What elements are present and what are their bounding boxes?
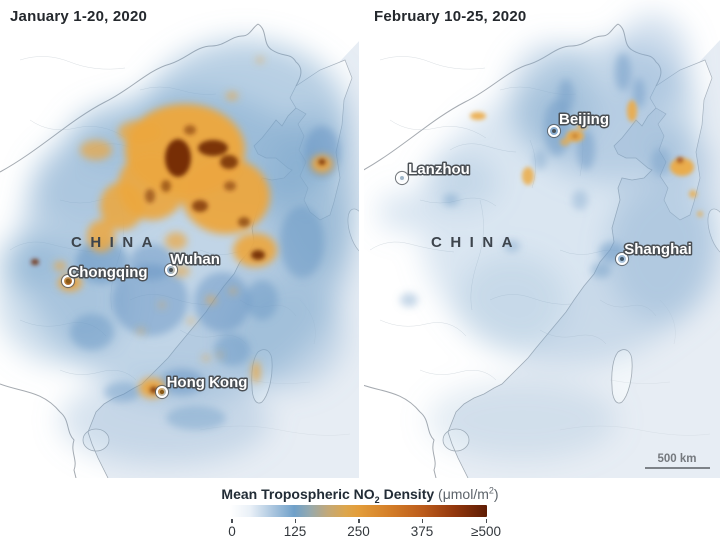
city-marker-lanzhou <box>394 170 410 186</box>
february-panel: CHINA Lanzhou Beijing Shanghai <box>364 0 720 478</box>
colorbar-tick-500 <box>485 519 487 523</box>
february-blue-haze <box>378 14 720 460</box>
city-marker-beijing <box>546 123 562 139</box>
legend-title-subscript: 2 <box>374 494 380 505</box>
february-blue-accents <box>400 53 671 307</box>
city-marker-wuhan <box>163 262 179 278</box>
legend: Mean Tropospheric NO2 Density (μmol/m2) … <box>0 478 720 545</box>
city-label-lanzhou: Lanzhou <box>408 161 470 178</box>
legend-title-text: Mean Tropospheric NO <box>221 485 375 502</box>
february-no2-hotspots <box>470 100 703 217</box>
colorbar-label-250: 250 <box>347 524 370 539</box>
city-marker-shanghai <box>614 251 630 267</box>
january-map: CHINA Chongqing Wuhan Hong Kong <box>0 23 359 478</box>
region-label-china: CHINA <box>431 234 521 251</box>
january-panel: CHINA Chongqing Wuhan Hong Kong January … <box>0 0 359 478</box>
city-marker-hong-kong <box>154 384 170 400</box>
city-label-wuhan: Wuhan <box>170 251 220 268</box>
legend-unit-suffix: ) <box>493 485 499 502</box>
city-label-shanghai: Shanghai <box>624 241 692 258</box>
colorbar-label-375: 375 <box>410 524 434 539</box>
february-no2-peaks <box>572 134 683 163</box>
colorbar-label-500: ≥500 <box>471 524 501 539</box>
colorbar-tick-250 <box>358 519 360 523</box>
legend-unit: (μmol/m <box>434 485 489 502</box>
legend-title-suffix: Density <box>379 485 435 502</box>
legend-unit-superscript: 2 <box>488 485 494 495</box>
city-label-hong-kong: Hong Kong <box>167 374 248 391</box>
colorbar <box>230 505 487 517</box>
scale-bar-label: 500 km <box>657 453 696 465</box>
february-map: CHINA Lanzhou Beijing Shanghai <box>364 14 720 478</box>
legend-title: Mean Tropospheric NO2 Density (μmol/m2) <box>0 485 720 504</box>
colorbar-tick-375 <box>421 519 423 523</box>
city-marker-chongqing <box>60 273 76 289</box>
region-label-china: CHINA <box>71 234 161 251</box>
january-panel-title: January 1-20, 2020 <box>10 8 148 25</box>
colorbar-tick-125 <box>294 519 296 523</box>
colorbar-tick-0 <box>231 519 233 523</box>
february-panel-title: February 10-25, 2020 <box>374 8 527 25</box>
city-label-chongqing: Chongqing <box>68 264 147 281</box>
scale-bar: 500 km <box>645 453 710 469</box>
city-label-beijing: Beijing <box>559 111 609 128</box>
colorbar-label-0: 0 <box>228 524 236 539</box>
colorbar-label-125: 125 <box>283 524 307 539</box>
